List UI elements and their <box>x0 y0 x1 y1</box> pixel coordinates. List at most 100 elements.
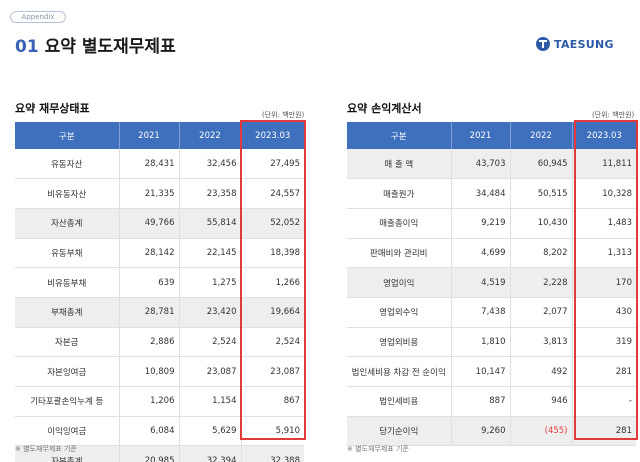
table-row: 매 출 액 43,703 60,945 11,811 <box>347 149 636 180</box>
row-label: 비유동부채 <box>15 267 120 298</box>
cell-value: 28,781 <box>119 297 180 328</box>
is-col-header: 2023.03 <box>572 122 636 149</box>
title-text: 요약 별도재무제표 <box>44 37 176 57</box>
table-row: 영업이익 4,519 2,228 170 <box>347 267 636 298</box>
cell-value: 1,266 <box>241 267 304 298</box>
cell-value: 24,557 <box>241 178 304 209</box>
table-row: 비유동자산 21,335 23,358 24,557 <box>15 178 304 209</box>
balance-sheet-table: 구분 2021 2022 2023.03 유동자산 28,431 32,456 27,495… <box>15 122 304 462</box>
cell-value: 1,275 <box>179 267 242 298</box>
cell-value: 10,809 <box>119 356 180 387</box>
table-row: 비유동부채 639 1,275 1,266 <box>15 267 304 298</box>
cell-value: 21,335 <box>119 178 180 209</box>
table-row: 법인세비용 887 946- <box>347 386 636 417</box>
cell-value: 4,519 <box>451 267 511 298</box>
taesung-logo-icon <box>536 37 550 51</box>
table-row: 자산총계 49,766 55,814 52,052 <box>15 208 304 239</box>
cell-value: 6,084 <box>119 416 180 447</box>
cell-value: 639 <box>119 267 180 298</box>
cell-value: 11,811 <box>572 149 636 180</box>
cell-value: 946 <box>510 386 573 417</box>
row-label: 영업외수익 <box>347 297 452 328</box>
row-label: 영업외비용 <box>347 327 452 358</box>
table-row: 당기순이익 9,260 (455) 281 <box>347 416 636 447</box>
cell-value: 430 <box>572 297 636 328</box>
table-row: 자본잉여금 10,809 23,087 23,087 <box>15 356 304 387</box>
table-row: 이익잉여금 6,084 5,629 5,910 <box>15 416 304 447</box>
cell-value: 10,430 <box>510 208 573 239</box>
cell-value: 7,438 <box>451 297 511 328</box>
cell-value: 49,766 <box>119 208 180 239</box>
cell-value: 34,484 <box>451 178 511 209</box>
bs-col-header: 2021 <box>119 122 180 149</box>
cell-value: 887 <box>451 386 511 417</box>
bs-col-header: 구분 <box>15 122 120 149</box>
table-row: 판매비와 관리비 4,699 8,202 1,313 <box>347 238 636 269</box>
is-col-header: 2021 <box>451 122 511 149</box>
table-row: 법인세비용 차감 전 순이익 10,147 492 281 <box>347 356 636 387</box>
cell-value: 23,087 <box>241 356 304 387</box>
cell-value: 1,810 <box>451 327 511 358</box>
table-row: 매출원가 34,484 50,515 10,328 <box>347 178 636 209</box>
income-statement-title: 요약 손익계산서 <box>347 102 422 115</box>
row-label: 기타포괄손익누계 등 <box>15 386 120 417</box>
cell-value: 9,260 <box>451 416 511 447</box>
logo-text: TAESUNG <box>554 37 614 51</box>
row-label: 유동부채 <box>15 238 120 269</box>
balance-sheet-title: 요약 재무상태표 <box>15 102 90 115</box>
table-row: 기타포괄손익누계 등 1,206 1,154 867 <box>15 386 304 417</box>
cell-value: 10,328 <box>572 178 636 209</box>
income-statement-table: 구분 2021 2022 2023.03 매 출 액 43,703 60,945 11,81… <box>347 122 636 447</box>
row-label: 당기순이익 <box>347 416 452 447</box>
cell-value: 52,052 <box>241 208 304 239</box>
cell-value: 1,313 <box>572 238 636 269</box>
cell-value: 1,154 <box>179 386 242 417</box>
cell-value: 32,456 <box>179 149 242 180</box>
cell-value: 281 <box>572 356 636 387</box>
cell-value: 3,813 <box>510 327 573 358</box>
cell-value: 867 <box>241 386 304 417</box>
row-label: 법인세비용 차감 전 순이익 <box>347 356 452 387</box>
table-row: 매출총이익 9,219 10,430 1,483 <box>347 208 636 239</box>
cell-value: 1,206 <box>119 386 180 417</box>
table-row: 자본금 2,886 2,524 2,524 <box>15 327 304 358</box>
cell-value: 32,394 <box>179 445 242 462</box>
table-row: 유동부채 28,142 22,145 18,398 <box>15 238 304 269</box>
cell-value: 55,814 <box>179 208 242 239</box>
cell-value: 43,703 <box>451 149 511 180</box>
cell-value: 4,699 <box>451 238 511 269</box>
cell-value: - <box>572 386 636 417</box>
cell-value: 5,910 <box>241 416 304 447</box>
cell-value: 23,087 <box>179 356 242 387</box>
row-label: 매 출 액 <box>347 149 452 180</box>
cell-value: 23,358 <box>179 178 242 209</box>
table-row: 유동자산 28,431 32,456 27,495 <box>15 149 304 180</box>
row-label: 매출원가 <box>347 178 452 209</box>
cell-value: 9,219 <box>451 208 511 239</box>
row-label: 법인세비용 <box>347 386 452 417</box>
cell-value: 1,483 <box>572 208 636 239</box>
cell-value: 2,228 <box>510 267 573 298</box>
cell-value: 22,145 <box>179 238 242 269</box>
cell-value: 2,524 <box>179 327 242 358</box>
cell-value: 10,147 <box>451 356 511 387</box>
cell-value: 18,398 <box>241 238 304 269</box>
row-label: 자본잉여금 <box>15 356 120 387</box>
is-col-header: 구분 <box>347 122 452 149</box>
balance-sheet-footnote: ※ 별도재무제표 기준 <box>15 445 77 453</box>
row-label: 이익잉여금 <box>15 416 120 447</box>
cell-value: 281 <box>572 416 636 447</box>
cell-value: 20,985 <box>119 445 180 462</box>
table-row: 영업외비용 1,810 3,813 319 <box>347 327 636 358</box>
cell-value: 60,945 <box>510 149 573 180</box>
cell-value: 492 <box>510 356 573 387</box>
table-row: 영업외수익 7,438 2,077 430 <box>347 297 636 328</box>
cell-value: 19,664 <box>241 297 304 328</box>
row-label: 매출총이익 <box>347 208 452 239</box>
row-label: 판매비와 관리비 <box>347 238 452 269</box>
cell-value: 2,077 <box>510 297 573 328</box>
bs-col-header: 2023.03 <box>241 122 304 149</box>
cell-value: 170 <box>572 267 636 298</box>
is-col-header: 2022 <box>510 122 573 149</box>
cell-value: 8,202 <box>510 238 573 269</box>
